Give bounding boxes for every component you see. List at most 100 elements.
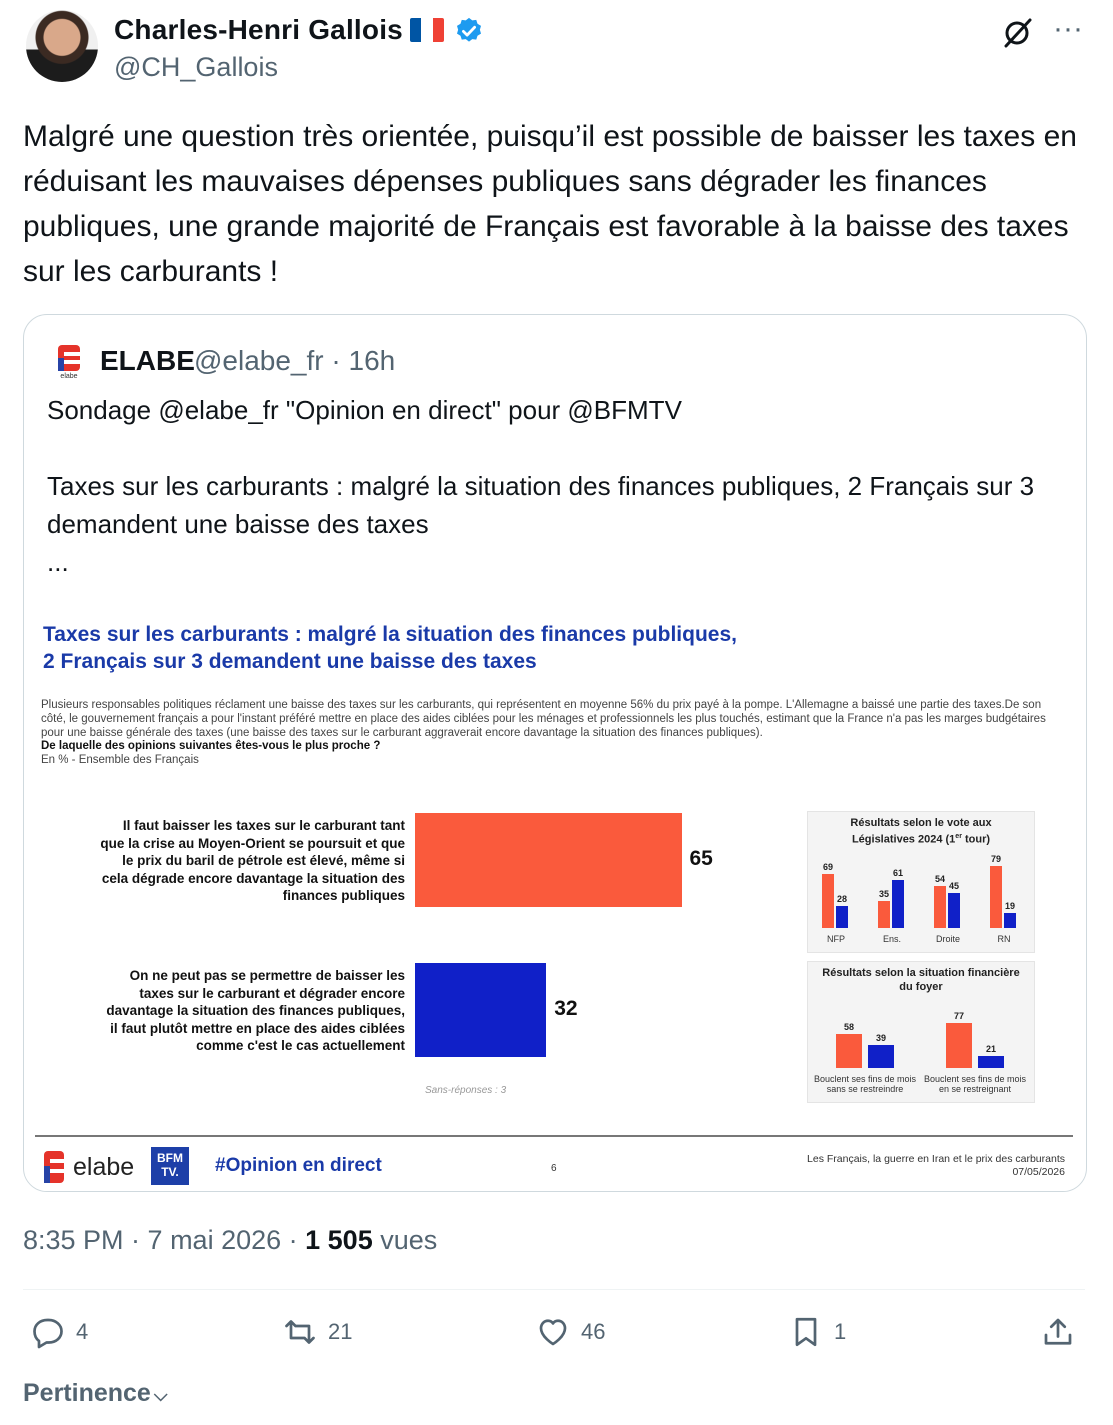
author-handle[interactable]: @CH_Gallois — [114, 52, 278, 82]
vote-mini-value: 19 — [1004, 901, 1015, 912]
author-name[interactable]: Charles-Henri Gallois — [114, 14, 403, 45]
like-button[interactable]: 46 — [535, 1314, 605, 1350]
finance-category-line: sans se restreindre — [826, 1084, 904, 1094]
reply-icon — [33, 1318, 63, 1349]
no-answer-note: Sans-réponses : 3 — [425, 1085, 507, 1096]
infographic-question: De laquelle des opinions suivantes êtes-… — [41, 740, 381, 752]
vote-panel-title: Résultats selon le vote aux Législatives… — [808, 816, 1034, 847]
answer-option-line: il faut plutôt mettre en place des aides… — [110, 1020, 405, 1036]
repost-count: 21 — [328, 1319, 353, 1344]
study-date: 07/05/2026 — [1012, 1166, 1065, 1178]
finance-category-line: en se restreignant — [938, 1084, 1012, 1094]
answer-option-line: taxes sur le carburant et dégrader encor… — [139, 985, 405, 1001]
bfmtv-logo: BFM TV. — [151, 1147, 189, 1185]
author-avatar[interactable] — [26, 10, 98, 82]
footer-page-number: 6 — [551, 1163, 557, 1174]
footer-study-title: Les Français, la guerre en Iran et le pr… — [785, 1153, 1065, 1179]
bookmark-icon — [795, 1317, 817, 1347]
finance-panel-title-line: du foyer — [899, 981, 943, 993]
finance-mini-value: 77 — [953, 1011, 964, 1022]
vote-mini-bar — [878, 900, 890, 928]
vote-panel-title-line: Résultats selon le vote aux — [850, 817, 992, 829]
share-button[interactable] — [1040, 1314, 1076, 1350]
finance-mini-value: 58 — [843, 1022, 854, 1033]
answer-option-label: On ne peut pas se permettre de baisser l… — [65, 967, 405, 1055]
finance-category-label: Bouclent ses fins de mois en se restreign… — [920, 1074, 1030, 1094]
vote-panel-title-end: tour) — [961, 833, 991, 846]
quoted-tweet-text: Sondage @elabe_fr "Opinion en direct" po… — [47, 391, 1057, 581]
bookmark-button[interactable]: 1 — [788, 1314, 846, 1350]
finance-mini-bar — [946, 1023, 972, 1068]
like-count: 46 — [581, 1319, 606, 1344]
quoted-author-name: ELABE — [100, 345, 195, 376]
grok-icon[interactable] — [1000, 16, 1034, 50]
vote-panel-title-sup: er — [955, 833, 962, 840]
finance-panel-title-line: Résultats selon la situation financière — [822, 967, 1020, 979]
infographic-footer-divider — [35, 1135, 1073, 1137]
vote-mini-bar — [1004, 913, 1016, 928]
bfm-logo-line: TV. — [161, 1165, 179, 1179]
poll-infographic-image[interactable]: Taxes sur les carburants : malgré la sit… — [25, 593, 1085, 1191]
answer-option-line: finances publiques — [282, 888, 405, 903]
vote-mini-value: 45 — [948, 880, 959, 891]
answer-option-line: cela dégrade encore davantage la situati… — [101, 870, 405, 886]
heart-icon — [539, 1319, 567, 1346]
footer-hashtag: #Opinion en direct — [215, 1155, 382, 1176]
elabe-logo: elabe — [58, 345, 80, 379]
post-time[interactable]: 8:35 PM · 7 mai 2026 · — [23, 1225, 306, 1255]
vote-mini-value: 35 — [878, 888, 889, 899]
reply-button[interactable]: 4 — [30, 1314, 88, 1350]
quoted-tweet-card[interactable]: elabe ELABE @elabe_fr · 16h Sondage @ela… — [23, 314, 1087, 1192]
main-bar-value: 32 — [554, 997, 578, 1020]
infographic-title-line: Taxes sur les carburants : malgré la sit… — [43, 623, 737, 646]
vote-panel-title-line: Législatives 2024 (1er tour) — [808, 830, 1034, 847]
share-icon — [1044, 1318, 1072, 1345]
chevron-down-icon: ⌵ — [153, 1385, 168, 1405]
vote-mini-bar — [990, 866, 1002, 928]
quoted-author-meta: @elabe_fr · 16h — [194, 345, 396, 376]
tweet-text: Malgré une question très orientée, puisq… — [23, 120, 1077, 288]
answer-option-line: comme c'est le cas actuellement — [196, 1038, 405, 1053]
elabe-footer-logo — [44, 1151, 64, 1183]
infographic-intro: Plusieurs responsables politiques réclam… — [41, 699, 1046, 739]
infographic-title: Taxes sur les carburants : malgré la sit… — [43, 621, 943, 675]
main-bar-value: 65 — [689, 847, 713, 870]
quoted-text-ellipsis: ... — [47, 547, 69, 577]
vote-mini-bar — [948, 892, 960, 928]
main-bar — [415, 813, 682, 907]
finance-mini-value: 39 — [875, 1033, 886, 1044]
finance-category-line: Bouclent ses fins de mois — [813, 1074, 917, 1084]
verified-badge-icon — [457, 17, 481, 42]
answer-option-line: On ne peut pas se permettre de baisser l… — [129, 968, 405, 983]
infographic-base: En % - Ensemble des Français — [41, 754, 199, 766]
finance-mini-bar — [836, 1034, 862, 1068]
reply-count: 4 — [76, 1319, 89, 1344]
repost-icon — [285, 1320, 315, 1344]
answer-option-line: le prix du baril de pétrole est élevé, m… — [122, 853, 405, 868]
finance-breakdown-panel: Résultats selon la situation financière … — [807, 961, 1035, 1103]
more-options-icon[interactable]: ··· — [1053, 12, 1083, 45]
views-count: 1 505 — [305, 1225, 373, 1255]
answer-option-line: Il faut baisser les taxes sur le carbura… — [122, 818, 405, 833]
answer-option-label: Il faut baisser les taxes sur le carbura… — [65, 817, 405, 905]
post-timestamp-views: 8:35 PM · 7 mai 2026 · 1 505 vues — [23, 1225, 437, 1256]
finance-mini-bar — [978, 1055, 1004, 1068]
vote-mini-value: 28 — [836, 894, 847, 905]
sort-dropdown[interactable]: Pertinence ⌵ — [23, 1379, 168, 1408]
vote-mini-bar — [836, 906, 848, 928]
vote-mini-bar — [822, 874, 834, 928]
vote-mini-value: 69 — [822, 862, 833, 873]
footer-brand-text: elabe — [73, 1153, 135, 1181]
vote-mini-value: 79 — [990, 854, 1001, 865]
bookmark-count: 1 — [834, 1319, 847, 1344]
main-bar-chart: 65 Il faut baisser les taxes sur le carbu… — [25, 593, 785, 1133]
repost-button[interactable]: 21 — [282, 1314, 352, 1350]
quoted-text-line: Sondage @elabe_fr "Opinion en direct" po… — [47, 395, 682, 425]
vote-breakdown-panel: Résultats selon le vote aux Législatives… — [807, 811, 1035, 953]
infographic-title-line: 2 Français sur 3 demandent une baisse de… — [43, 650, 537, 673]
vote-category-label: NFP — [827, 934, 845, 944]
finance-bar-chart: 58 39 Bouclent ses fins de mois sans se res… — [808, 962, 1034, 1102]
finance-panel-title: Résultats selon la situation financière … — [808, 966, 1034, 994]
study-title-line: Les Français, la guerre en Iran et le pr… — [807, 1153, 1065, 1165]
finance-category-label: Bouclent ses fins de mois sans se restrei… — [810, 1074, 920, 1094]
